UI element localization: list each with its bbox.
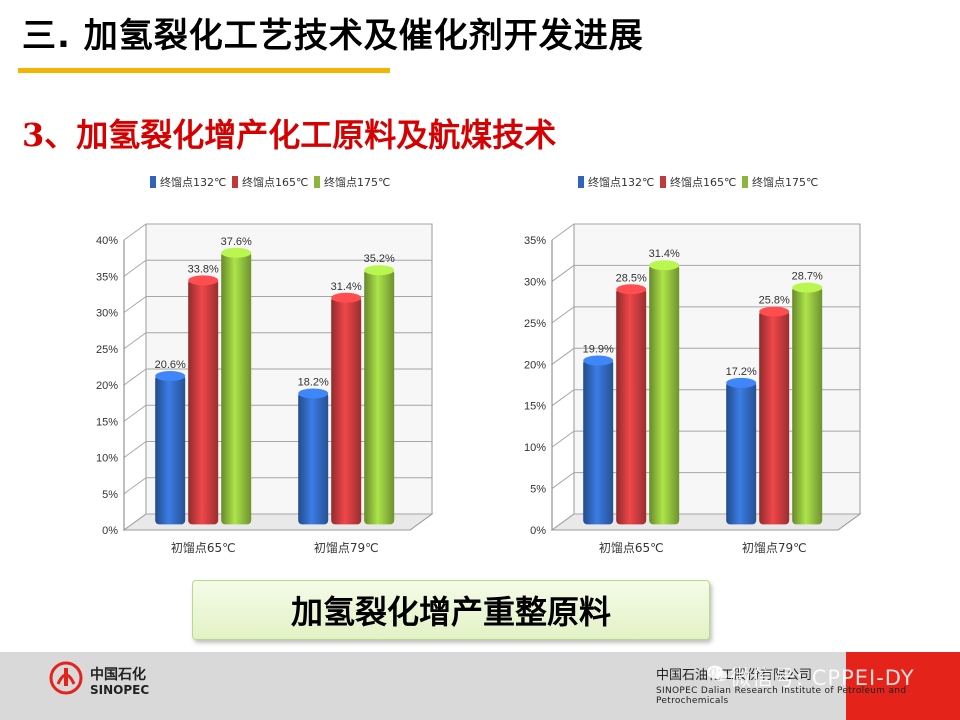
x-tick-label: 初馏点65℃: [171, 541, 236, 555]
bar-top: [364, 265, 395, 276]
data-label: 31.4%: [331, 281, 362, 293]
chart-right: 0% 5% 10% 15% 20% 25% 30% 35% 终馏点132℃ 终馏点165℃ 终馏点1…: [508, 160, 868, 575]
bar: [759, 310, 790, 525]
bar: [298, 392, 329, 525]
bar-top: [188, 275, 219, 286]
data-label: 20.6%: [155, 359, 186, 371]
bar: [649, 264, 680, 525]
watermark-text: 微信号: CPPEI-DY: [730, 666, 915, 690]
data-label: 33.8%: [188, 263, 219, 275]
legend-swatch: [578, 176, 584, 188]
x-tick-label: 初馏点65℃: [599, 541, 664, 555]
chart-left: 0% 5% 10% 15% 20% 25% 30% 35% 40% 终馏点132℃ 终馏点165℃ 终…: [80, 160, 440, 575]
bar-top: [155, 371, 186, 382]
data-label: 31.4%: [649, 248, 680, 260]
footer-red-block: [846, 652, 960, 720]
footer-bar: [0, 652, 960, 720]
bar: [364, 269, 395, 525]
bar: [616, 288, 647, 525]
gridline: [551, 264, 860, 282]
gridline: [123, 223, 432, 241]
legend-label: 终馏点165℃: [670, 175, 736, 189]
y-tick-label: 0%: [530, 525, 546, 537]
y-tick-label: 30%: [524, 276, 546, 288]
bar: [188, 279, 219, 525]
y-tick-label: 10%: [96, 453, 118, 465]
institute-chinese: 中国石油化工股份有限公司: [656, 668, 813, 683]
y-tick-label: 5%: [530, 484, 546, 496]
y-tick-label: 40%: [96, 235, 118, 247]
y-tick-label: 30%: [96, 308, 118, 320]
y-tick-label: 35%: [524, 235, 546, 247]
bar-top: [616, 284, 647, 295]
bar: [155, 375, 186, 525]
y-tick-label: 25%: [96, 344, 118, 356]
legend-label: 终馏点175℃: [752, 175, 818, 189]
legend-swatch: [660, 176, 666, 188]
data-label: 18.2%: [298, 376, 329, 388]
slide-title: 三. 加氢裂化工艺技术及催化剂开发进展: [22, 16, 644, 56]
legend-swatch: [232, 176, 238, 188]
legend-label: 终馏点165℃: [242, 175, 308, 189]
data-label: 28.7%: [792, 271, 823, 283]
y-tick-label: 10%: [524, 442, 546, 454]
y-tick-label: 20%: [524, 359, 546, 371]
gridline: [551, 306, 860, 324]
bar: [221, 251, 252, 525]
y-tick-label: 0%: [102, 525, 118, 537]
legend-label: 终馏点132℃: [588, 175, 654, 189]
data-label: 28.5%: [616, 272, 647, 284]
sinopec-logo-icon: [48, 660, 84, 702]
logo-english: SINOPEC: [90, 683, 150, 697]
x-tick-label: 初馏点79℃: [742, 541, 807, 555]
x-tick-label: 初馏点79℃: [314, 541, 379, 555]
gridline: [123, 259, 432, 277]
bar-top: [331, 292, 362, 303]
data-label: 19.9%: [583, 344, 614, 356]
y-tick-label: 5%: [102, 489, 118, 501]
data-label: 25.8%: [759, 295, 790, 307]
legend-swatch: [314, 176, 320, 188]
y-tick-label: 35%: [96, 271, 118, 283]
logo-chinese: 中国石化: [90, 667, 146, 683]
legend-label: 终馏点175℃: [324, 175, 390, 189]
y-tick-label: 15%: [96, 416, 118, 428]
bar: [331, 296, 362, 525]
data-label: 17.2%: [726, 366, 757, 378]
title-underline: [18, 68, 390, 73]
bar-top: [221, 247, 252, 258]
institute-english: SINOPEC Dalian Research Institute of Pet…: [656, 686, 907, 706]
data-label: 37.6%: [221, 236, 252, 248]
gridline: [551, 223, 860, 241]
bar-top: [583, 355, 614, 366]
bar: [726, 381, 757, 525]
section-subtitle: 3、加氢裂化增产化工原料及航煤技术: [22, 116, 557, 154]
bar-top: [649, 260, 680, 271]
bar: [583, 359, 614, 525]
data-label: 35.2%: [364, 253, 395, 265]
bar-top: [759, 306, 790, 317]
legend-label: 终馏点132℃: [160, 175, 226, 189]
caption-text: 加氢裂化增产重整原料: [290, 593, 611, 631]
legend-swatch: [150, 176, 156, 188]
caption-box: 加氢裂化增产重整原料: [192, 580, 710, 640]
bar-top: [298, 388, 329, 399]
y-tick-label: 20%: [96, 380, 118, 392]
legend-swatch: [742, 176, 748, 188]
bar-top: [726, 377, 757, 388]
y-tick-label: 25%: [524, 318, 546, 330]
bar-top: [792, 282, 823, 293]
wechat-icon: [706, 664, 728, 688]
y-tick-label: 15%: [524, 401, 546, 413]
bar: [792, 286, 823, 525]
